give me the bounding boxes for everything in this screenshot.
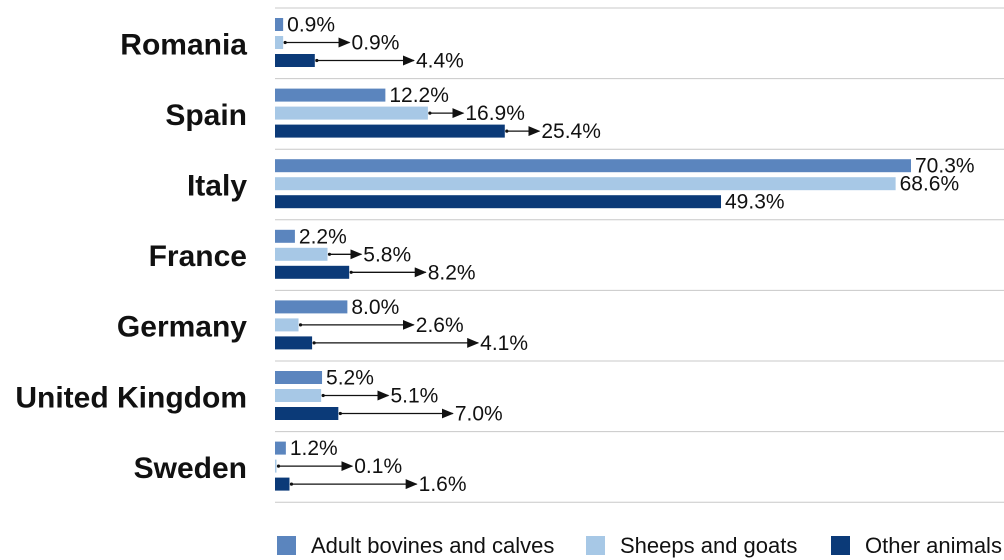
value-label-france-sheeps-and-goats: 5.8% xyxy=(363,243,411,266)
category-label-germany: Germany xyxy=(117,311,247,344)
leader-dot-united-kingdom-sheeps-and-goats xyxy=(321,393,325,398)
value-label-romania-sheeps-and-goats: 0.9% xyxy=(352,32,400,55)
value-label-romania-adult-bovines-and-calves: 0.9% xyxy=(287,14,335,37)
row-separators xyxy=(275,7,1004,503)
legend-swatch-sheeps-and-goats xyxy=(586,536,605,555)
bar-italy-sheeps-and-goats xyxy=(275,177,896,191)
bar-italy-other-animals xyxy=(275,195,722,209)
category-label-spain: Spain xyxy=(165,99,247,132)
category-label-sweden: Sweden xyxy=(134,452,247,485)
bar-romania-adult-bovines-and-calves xyxy=(275,18,284,31)
leader-dot-romania-sheeps-and-goats xyxy=(283,40,287,45)
bar-italy-adult-bovines-and-calves xyxy=(275,159,911,173)
bar-united-kingdom-adult-bovines-and-calves xyxy=(275,371,323,384)
legend: Adult bovines and calves Sheeps and goats… xyxy=(277,533,1002,558)
legend-label-other-animals: Other animals xyxy=(865,533,1002,558)
category-label-italy: Italy xyxy=(187,170,247,203)
value-label-germany-other-animals: 4.1% xyxy=(480,332,528,355)
legend-swatch-other-animals xyxy=(831,536,850,555)
value-label-spain-sheeps-and-goats: 16.9% xyxy=(465,102,525,125)
bar-germany-sheeps-and-goats xyxy=(275,318,299,332)
leader-dot-spain-other-animals xyxy=(505,129,509,133)
value-label-united-kingdom-adult-bovines-and-calves: 5.2% xyxy=(326,367,374,390)
leader-dot-sweden-sheeps-and-goats xyxy=(276,464,281,468)
labels-group: Romania 0.9% 0.9% 4.4% Spain 12.2% 16.9% 25.4% I… xyxy=(15,14,974,497)
value-label-germany-adult-bovines-and-calves: 8.0% xyxy=(351,296,399,319)
bar-spain-sheeps-and-goats xyxy=(275,106,428,120)
value-label-italy-adult-bovines-and-calves: 70.3% xyxy=(915,155,975,178)
value-label-sweden-sheeps-and-goats: 0.1% xyxy=(354,455,402,478)
bar-sweden-adult-bovines-and-calves xyxy=(275,441,286,455)
category-label-romania: Romania xyxy=(120,28,247,61)
bar-united-kingdom-other-animals xyxy=(275,407,339,420)
leader-dot-spain-sheeps-and-goats xyxy=(428,111,432,115)
bar-sweden-other-animals xyxy=(275,477,290,491)
bar-spain-adult-bovines-and-calves xyxy=(275,88,386,102)
value-label-romania-other-animals: 4.4% xyxy=(416,50,464,73)
legend-swatch-adult-bovines-and-calves xyxy=(277,536,296,555)
bar-france-adult-bovines-and-calves xyxy=(275,229,295,243)
leader-dot-united-kingdom-other-animals xyxy=(338,411,342,416)
value-label-italy-sheeps-and-goats: 68.6% xyxy=(900,173,960,196)
category-label-france: France xyxy=(149,240,247,273)
legend-label-adult-bovines-and-calves: Adult bovines and calves xyxy=(311,533,554,558)
value-label-france-other-animals: 8.2% xyxy=(428,261,476,284)
value-label-sweden-adult-bovines-and-calves: 1.2% xyxy=(290,437,338,460)
bar-germany-adult-bovines-and-calves xyxy=(275,300,348,314)
bar-romania-other-animals xyxy=(275,54,315,67)
legend-label-sheeps-and-goats: Sheeps and goats xyxy=(620,533,797,558)
leader-dot-france-sheeps-and-goats xyxy=(327,252,332,256)
value-label-france-adult-bovines-and-calves: 2.2% xyxy=(299,225,347,248)
leader-dot-germany-other-animals xyxy=(312,341,316,345)
value-label-spain-other-animals: 25.4% xyxy=(541,120,601,143)
category-label-united-kingdom: United Kingdom xyxy=(15,381,247,414)
value-label-united-kingdom-sheeps-and-goats: 5.1% xyxy=(390,385,438,408)
leader-dot-romania-other-animals xyxy=(315,58,319,63)
bar-france-sheeps-and-goats xyxy=(275,247,328,261)
bar-france-other-animals xyxy=(275,265,350,279)
value-label-germany-sheeps-and-goats: 2.6% xyxy=(416,314,464,337)
leader-dot-france-other-animals xyxy=(349,270,353,274)
bar-united-kingdom-sheeps-and-goats xyxy=(275,389,322,402)
value-label-spain-adult-bovines-and-calves: 12.2% xyxy=(389,84,449,107)
leader-dot-germany-sheeps-and-goats xyxy=(298,323,303,327)
bars-group xyxy=(275,18,911,491)
bar-germany-other-animals xyxy=(275,336,313,350)
value-label-italy-other-animals: 49.3% xyxy=(725,191,785,214)
bar-romania-sheeps-and-goats xyxy=(275,36,284,49)
leader-dot-sweden-other-animals xyxy=(289,482,294,486)
bar-spain-other-animals xyxy=(275,124,505,138)
value-label-united-kingdom-other-animals: 7.0% xyxy=(455,403,503,426)
bar-sweden-sheeps-and-goats xyxy=(275,459,277,473)
value-label-sweden-other-animals: 1.6% xyxy=(419,473,467,496)
